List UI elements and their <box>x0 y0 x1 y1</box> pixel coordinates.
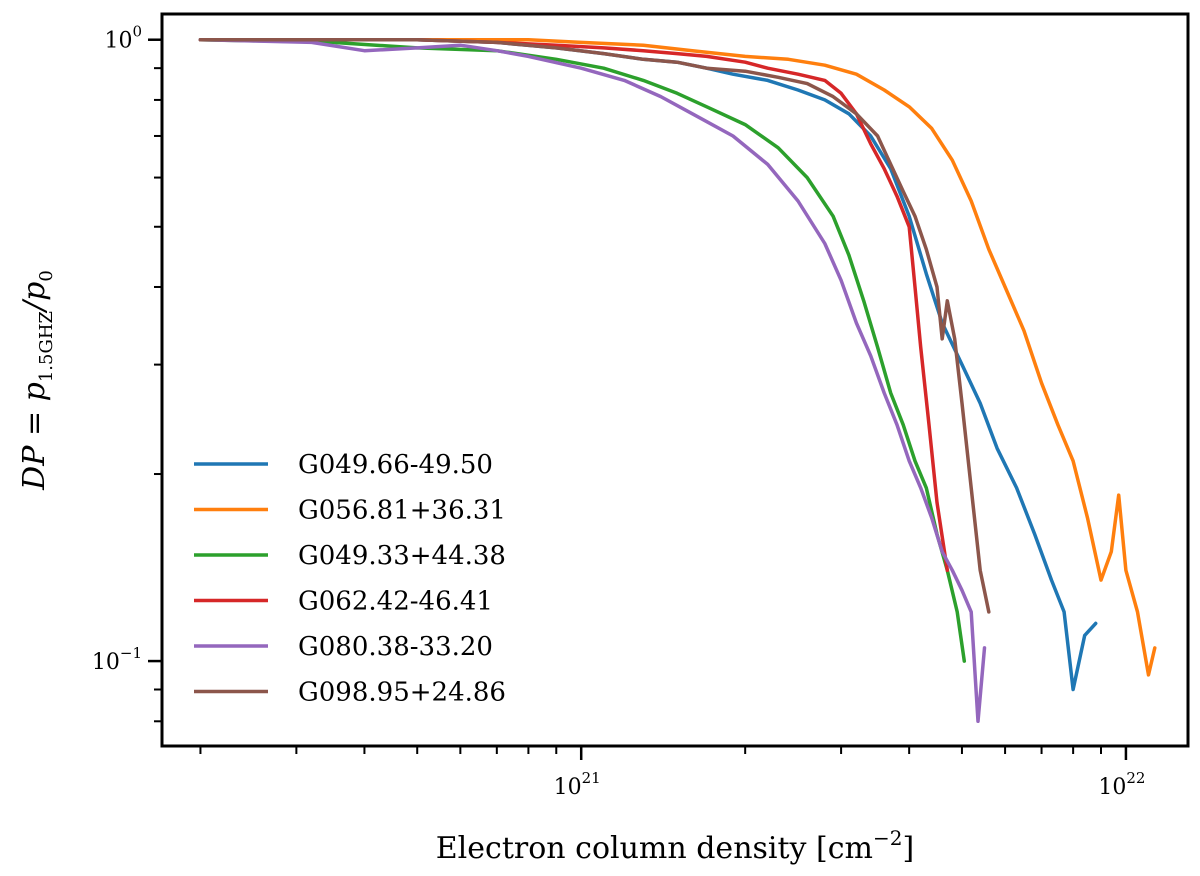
legend: G049.66-49.50 G056.81+36.31 G049.33+44.38 G… <box>194 450 506 708</box>
axis-ticks: 1021 1022 100 10−1 <box>92 23 1146 800</box>
series-line-6 <box>198 37 991 614</box>
plot-frame <box>160 12 1190 748</box>
series-line-3 <box>198 37 967 663</box>
y-tick-label-1: 100 <box>104 23 142 54</box>
y-axis-label-sub: 1.5GHZ <box>36 311 57 382</box>
series-line-2 <box>198 37 1157 677</box>
legend-label-6: G098.95+24.86 <box>298 678 506 708</box>
y-axis-label-rest: /p <box>17 282 52 314</box>
x-tick-label-1: 1021 <box>554 769 601 800</box>
legend-label-2: G056.81+36.31 <box>298 496 506 526</box>
y-axis-label: DP = p1.5GHZ/p0 <box>17 270 57 491</box>
series-line-4 <box>198 37 950 573</box>
legend-label-1: G049.66-49.50 <box>298 450 493 480</box>
y-axis-label-sub2: 0 <box>36 270 57 281</box>
x-axis-label: Electron column density [cm−2] <box>436 826 914 866</box>
legend-label-4: G062.42-46.41 <box>298 587 493 617</box>
x-axis-label-close: ] <box>902 831 914 866</box>
x-axis-label-sup: −2 <box>873 826 902 850</box>
x-tick-label-2: 1022 <box>1098 769 1145 800</box>
plot-area <box>198 37 1157 724</box>
legend-label-5: G080.38-33.20 <box>298 632 493 662</box>
legend-label-3: G049.33+44.38 <box>298 541 506 571</box>
y-tick-label-2: 10−1 <box>92 644 142 675</box>
series-line-5 <box>198 37 987 724</box>
